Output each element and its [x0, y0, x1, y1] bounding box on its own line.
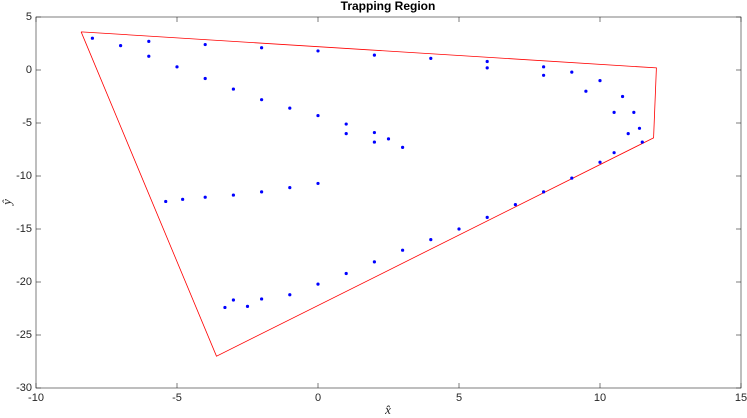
point	[181, 197, 185, 201]
point	[401, 145, 405, 149]
y-tick-label: -5	[22, 117, 32, 129]
point	[513, 203, 518, 207]
point	[344, 271, 348, 276]
point	[620, 94, 625, 99]
x-tick-label: 5	[456, 392, 462, 404]
y-tick-label: -25	[16, 329, 32, 341]
point	[485, 59, 489, 64]
point	[288, 186, 292, 190]
chart-title: Trapping Region	[341, 0, 436, 13]
point	[260, 297, 264, 301]
x-tick-label: -5	[172, 392, 182, 404]
point	[316, 49, 320, 53]
point	[637, 126, 642, 130]
point	[344, 132, 348, 136]
point	[231, 87, 235, 91]
y-tick-label: 5	[26, 11, 32, 23]
point	[429, 56, 433, 60]
point	[542, 190, 546, 194]
point	[164, 199, 168, 204]
point	[147, 39, 151, 43]
point	[147, 54, 151, 58]
point	[570, 176, 574, 180]
point	[612, 151, 616, 155]
y-axis-label: ŷ	[0, 199, 14, 207]
point	[542, 65, 546, 69]
point	[260, 46, 264, 50]
point	[175, 65, 179, 69]
point	[90, 36, 94, 40]
point	[570, 70, 574, 74]
point	[245, 304, 250, 308]
x-tick-label: 10	[594, 392, 606, 404]
y-tick-label: 0	[26, 64, 32, 76]
point	[640, 140, 644, 144]
point	[203, 76, 207, 81]
point	[288, 106, 292, 110]
point	[485, 215, 489, 219]
point	[260, 190, 264, 194]
x-tick-label: 15	[735, 392, 747, 404]
point	[260, 98, 264, 102]
point	[632, 110, 636, 114]
x-tick-label: 0	[315, 392, 321, 404]
point	[203, 42, 207, 47]
point	[542, 73, 546, 77]
point	[231, 193, 235, 197]
x-tick-label: -10	[28, 392, 44, 404]
point	[485, 66, 489, 70]
plot-frame	[35, 16, 742, 389]
point	[231, 298, 235, 302]
point	[626, 132, 630, 136]
point	[372, 130, 376, 135]
point	[316, 282, 320, 286]
point	[288, 293, 292, 297]
point	[401, 248, 405, 252]
point	[316, 113, 320, 118]
y-tick-label: -30	[16, 382, 32, 394]
point	[429, 238, 433, 242]
y-tick-label: -15	[16, 223, 32, 235]
point	[372, 53, 376, 57]
point	[386, 137, 391, 141]
y-tick-label: -10	[16, 170, 32, 182]
point	[598, 160, 602, 164]
point	[119, 44, 123, 48]
point	[203, 195, 207, 199]
point	[372, 140, 376, 144]
point	[316, 181, 320, 186]
y-tick-label: -20	[16, 276, 32, 288]
trapping-region	[80, 31, 657, 357]
x-axis-label: x̂	[384, 402, 391, 417]
point	[584, 89, 588, 93]
point	[598, 79, 602, 83]
point	[457, 227, 461, 231]
point	[223, 305, 227, 310]
point	[372, 260, 376, 264]
point	[344, 122, 348, 126]
point	[612, 110, 616, 114]
